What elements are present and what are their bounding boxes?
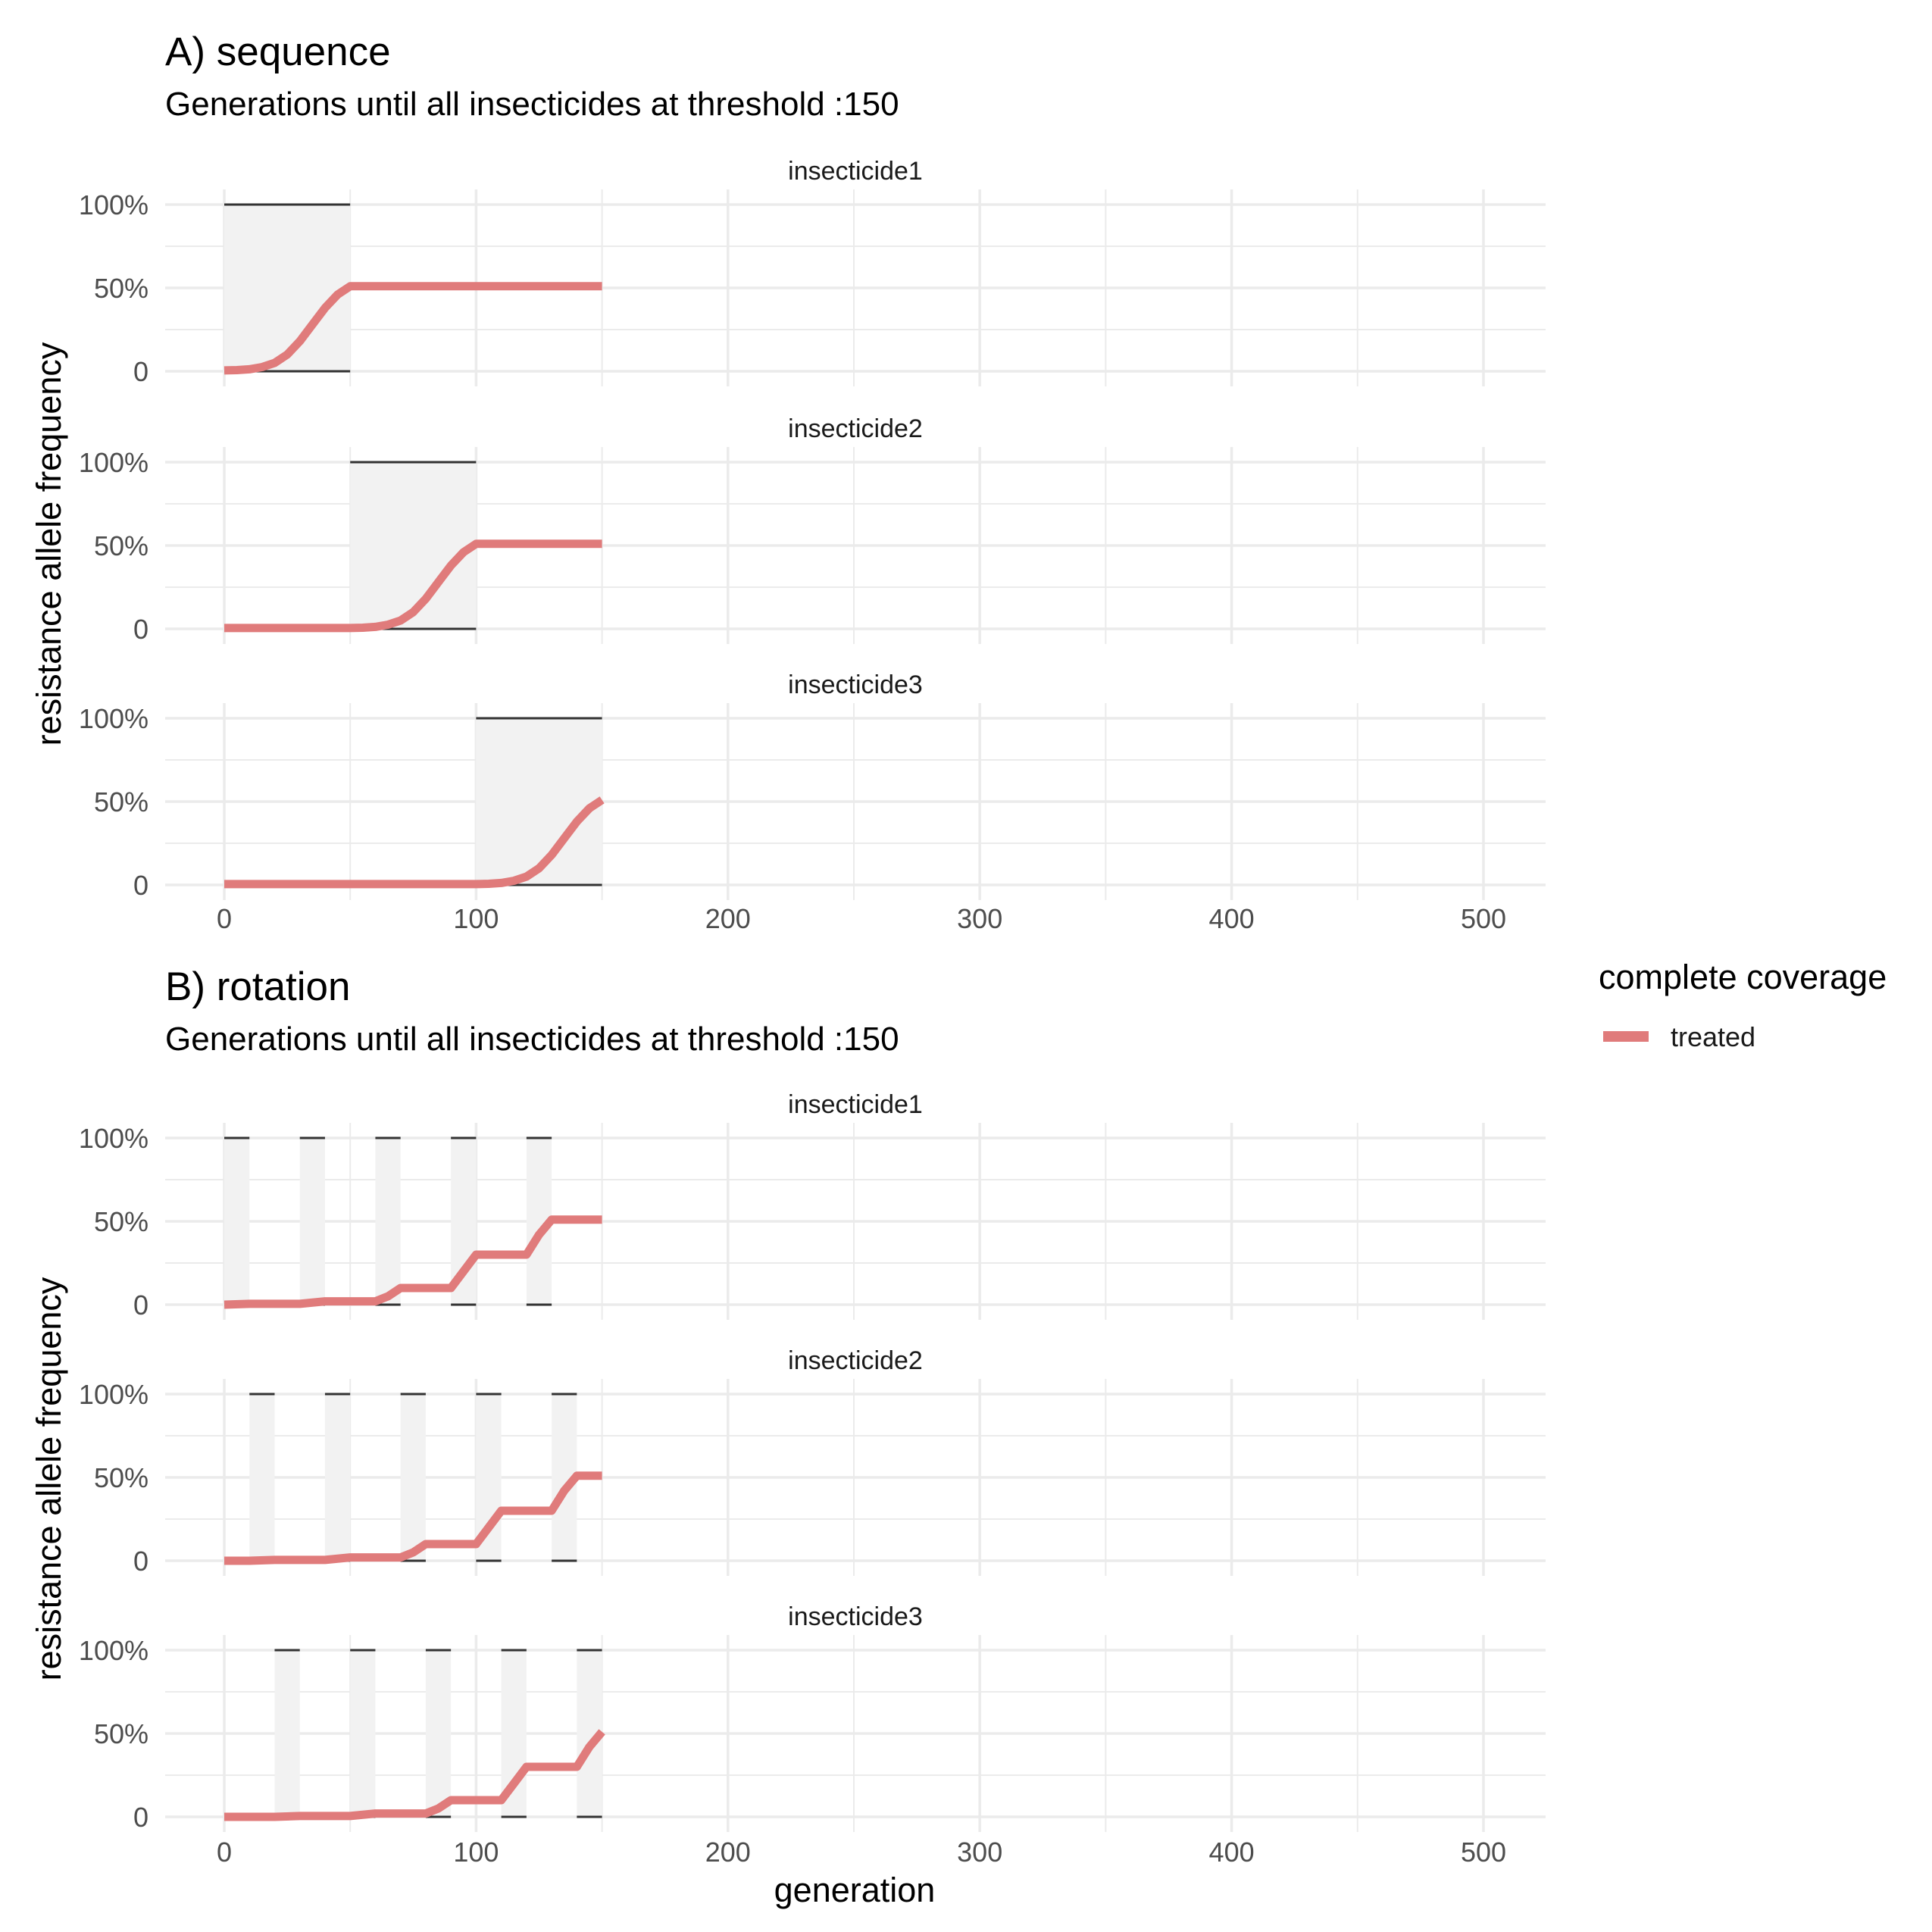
panel-b: 0 50% 100% insecticide1 0 50% 100% insecticide2… [79,1090,1546,1868]
legend-title: complete coverage [1599,958,1887,996]
deployment-shade [224,1138,250,1305]
series-line-treated [224,796,605,889]
x-tick-label: 300 [957,1837,1002,1868]
facet-strip-label: insecticide3 [788,671,923,699]
deployment-shade [400,1394,426,1561]
y-tick-label: 100% [79,703,148,734]
facet-insecticide1: 0 50% 100% insecticide1 [79,157,1546,387]
panel-b-y-axis-label: resistance allele frequency [30,1277,68,1680]
y-tick-label: 0 [133,614,148,645]
facet-insecticide1: 0 50% 100% insecticide1 [79,1090,1546,1321]
deployment-shade [375,1138,401,1305]
facet-strip-label: insecticide2 [788,414,923,443]
y-tick-label: 0 [133,1802,148,1833]
facet-insecticide3: 0 50% 100% insecticide3 [79,671,1546,901]
y-tick-label: 100% [79,1635,148,1666]
y-tick-label: 0 [133,870,148,901]
series-line-treated [224,539,602,633]
y-tick-label: 50% [94,273,148,304]
x-tick-label: 500 [1461,1837,1506,1868]
deployment-shade [350,1650,376,1817]
x-tick-label: 0 [217,903,232,934]
facet-strip-label: insecticide1 [788,157,923,186]
x-tick-label: 100 [453,903,499,934]
deployment-shade [425,1650,452,1817]
y-tick-label: 50% [94,1718,148,1749]
y-tick-label: 50% [94,1462,148,1493]
y-tick-label: 100% [79,189,148,220]
deployment-shade [476,718,602,885]
deployment-shade [274,1650,300,1817]
x-tick-label: 100 [453,1837,499,1868]
deployment-shade [224,205,351,371]
plot-layer: 0 50% 100% insecticide1 0 50% 100% insecticide2… [79,157,1546,1868]
y-tick-label: 100% [79,1379,148,1410]
x-tick-label: 0 [217,1837,232,1868]
y-tick-label: 0 [133,356,148,387]
y-tick-label: 50% [94,1206,148,1237]
facet-insecticide2: 0 50% 100% insecticide2 [79,1346,1546,1577]
x-tick-label: 200 [705,1837,751,1868]
series-line-treated [224,1215,602,1309]
facet-strip-label: insecticide1 [788,1090,923,1119]
y-tick-label: 50% [94,530,148,561]
facet-insecticide2: 0 50% 100% insecticide2 [79,414,1546,645]
deployment-shade [299,1138,325,1305]
panel-b-title: B) rotation [165,964,351,1009]
panel-a: 0 50% 100% insecticide1 0 50% 100% insecticide2… [79,157,1546,934]
panel-a-title: A) sequence [165,30,391,74]
deployment-shade [350,462,477,629]
panel-a-y-axis-label: resistance allele frequency [30,342,68,746]
y-tick-label: 100% [79,1123,148,1154]
x-tick-label: 400 [1209,1837,1255,1868]
x-tick-label: 400 [1209,903,1255,934]
facet-strip-label: insecticide3 [788,1602,923,1631]
x-tick-label: 500 [1461,903,1506,934]
series-line-treated [224,1471,602,1565]
legend-label-treated: treated [1671,1021,1755,1052]
panel-b-x-axis-label: generation [774,1871,936,1909]
x-tick-label: 300 [957,903,1002,934]
deployment-shade [249,1394,275,1561]
deployment-shade [324,1394,351,1561]
y-tick-label: 0 [133,1546,148,1577]
y-tick-label: 100% [79,447,148,478]
y-tick-label: 0 [133,1290,148,1321]
series-line-treated [224,282,602,375]
x-tick-label: 200 [705,903,751,934]
panel-b-subtitle: Generations until all insecticides at th… [165,1021,899,1058]
facet-insecticide3: 0 50% 100% insecticide3 [79,1602,1546,1833]
panel-a-subtitle: Generations until all insecticides at th… [165,86,899,123]
facet-strip-label: insecticide2 [788,1346,923,1375]
series-line-treated [224,1729,605,1821]
y-tick-label: 50% [94,786,148,818]
